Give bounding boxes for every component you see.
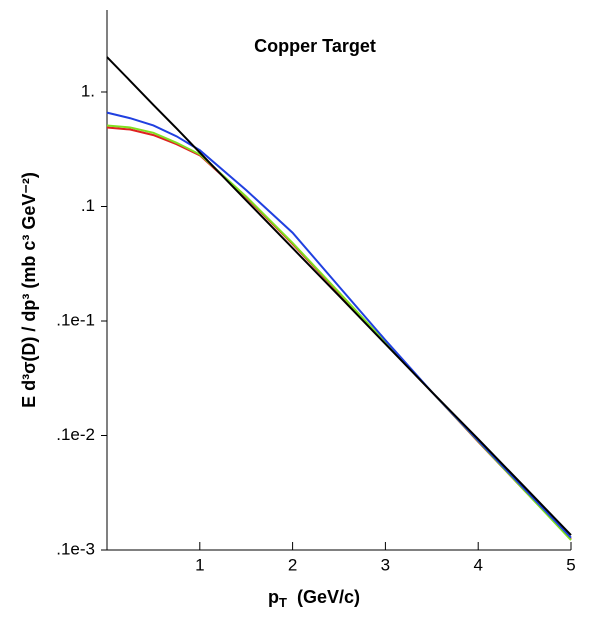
x-tick-label: 1	[195, 555, 204, 574]
y-tick-label: 1.	[81, 81, 95, 100]
x-label-base: p	[268, 587, 279, 607]
series-line	[106, 56, 572, 536]
x-tick-label: 5	[566, 555, 575, 574]
y-axis-label: E d³σ(D) / dp³ (mb c³ GeV⁻²)	[19, 172, 39, 408]
y-tick-label: .1	[81, 196, 95, 215]
x-tick-label: 4	[473, 555, 482, 574]
x-tick-label: 2	[288, 555, 297, 574]
y-tick-label: .1e-3	[56, 539, 95, 558]
x-label-rest: (GeV/c)	[297, 587, 360, 607]
series-line	[106, 126, 572, 540]
y-tick-label: .1e-1	[56, 310, 95, 329]
x-label-sub: T	[279, 595, 287, 610]
series-line	[106, 111, 572, 539]
series-line	[106, 124, 572, 541]
x-axis-label: pT (GeV/c)	[268, 587, 360, 611]
y-tick-label: .1e-2	[56, 425, 95, 444]
x-tick-label: 3	[381, 555, 390, 574]
chart-title: Copper Target	[254, 36, 376, 56]
